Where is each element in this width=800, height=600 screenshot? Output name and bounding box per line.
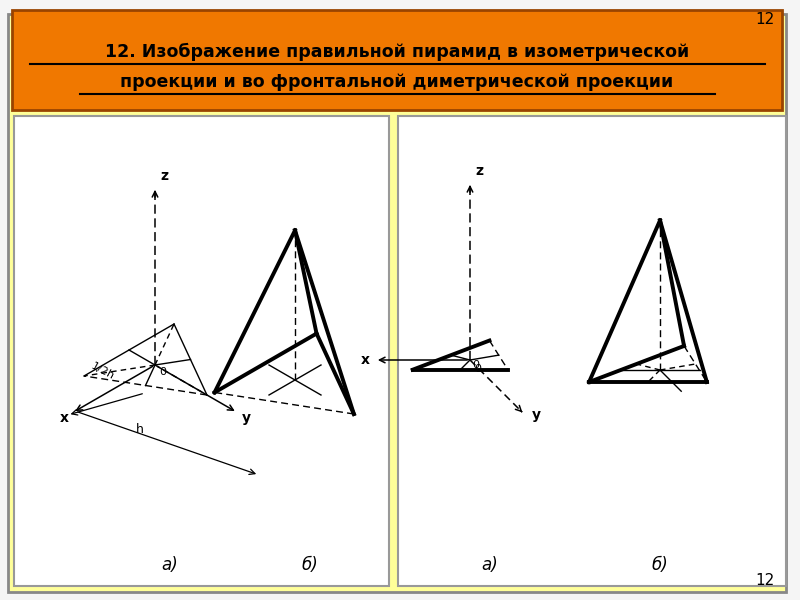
Text: б): б) <box>302 556 318 574</box>
Text: y: y <box>242 410 250 425</box>
Text: 12: 12 <box>756 573 775 588</box>
Text: 0: 0 <box>472 360 479 370</box>
Text: а): а) <box>162 556 178 574</box>
Text: б): б) <box>652 556 668 574</box>
Text: x: x <box>59 410 69 425</box>
Text: y: y <box>531 409 541 422</box>
Text: z: z <box>475 164 483 178</box>
Bar <box>12 10 782 110</box>
Text: 0: 0 <box>159 367 166 377</box>
Text: x: x <box>361 353 370 367</box>
Text: проекции и во фронтальной диметрической проекции: проекции и во фронтальной диметрической … <box>120 73 674 91</box>
Text: 0: 0 <box>474 364 481 374</box>
Text: 1/2h: 1/2h <box>90 361 116 382</box>
Bar <box>398 116 786 586</box>
Text: а): а) <box>482 556 498 574</box>
Text: h: h <box>136 423 144 436</box>
Text: 12: 12 <box>756 12 775 27</box>
Text: 12. Изображение правильной пирамид в изометрической: 12. Изображение правильной пирамид в изо… <box>105 43 689 61</box>
Bar <box>14 116 389 586</box>
Text: z: z <box>160 169 168 183</box>
